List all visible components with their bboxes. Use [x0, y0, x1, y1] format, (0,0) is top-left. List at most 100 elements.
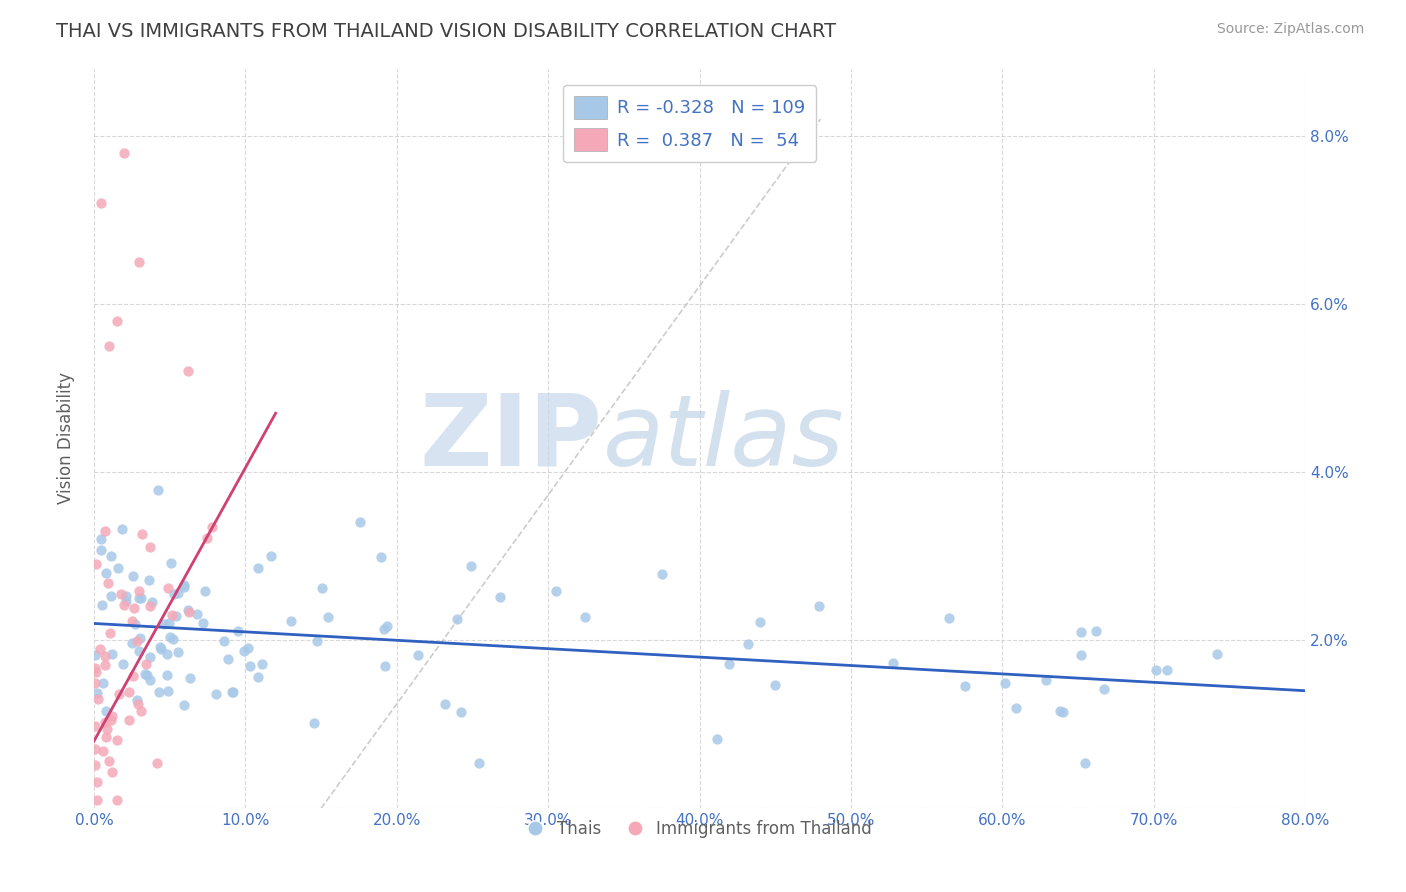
Point	[246, 670, 269, 684]
Point	[150, 642, 173, 657]
Point	[96, 723, 118, 737]
Point	[195, 531, 218, 545]
Point	[938, 611, 960, 625]
Point	[105, 793, 128, 807]
Point	[87, 692, 110, 706]
Point	[100, 765, 122, 780]
Point	[101, 708, 124, 723]
Point	[110, 587, 132, 601]
Point	[882, 657, 904, 671]
Point	[86, 793, 108, 807]
Point	[375, 619, 398, 633]
Point	[212, 633, 235, 648]
Point	[90, 196, 112, 211]
Point	[84, 758, 107, 772]
Point	[717, 657, 740, 671]
Point	[115, 589, 138, 603]
Point	[749, 615, 772, 629]
Point	[468, 756, 491, 770]
Point	[574, 609, 596, 624]
Point	[162, 608, 184, 623]
Point	[194, 584, 217, 599]
Point	[446, 612, 468, 626]
Point	[91, 598, 114, 612]
Point	[706, 731, 728, 746]
Point	[157, 615, 180, 630]
Point	[107, 560, 129, 574]
Point	[370, 550, 392, 565]
Point	[128, 255, 150, 269]
Point	[127, 697, 149, 711]
Point	[124, 600, 146, 615]
Point	[125, 633, 148, 648]
Point	[737, 637, 759, 651]
Text: ZIP: ZIP	[420, 390, 603, 487]
Point	[156, 648, 179, 662]
Point	[250, 657, 273, 671]
Point	[84, 660, 107, 674]
Point	[91, 744, 114, 758]
Point	[160, 556, 183, 570]
Point	[139, 650, 162, 665]
Point	[489, 590, 512, 604]
Point	[131, 527, 153, 541]
Point	[111, 657, 134, 672]
Point	[167, 586, 190, 600]
Point	[173, 580, 195, 594]
Point	[236, 641, 259, 656]
Point	[450, 706, 472, 720]
Point	[1070, 624, 1092, 639]
Point	[94, 648, 117, 663]
Point	[246, 560, 269, 574]
Point	[1035, 673, 1057, 687]
Point	[201, 520, 224, 534]
Point	[134, 667, 156, 681]
Point	[232, 644, 254, 658]
Point	[100, 647, 122, 661]
Point	[239, 659, 262, 673]
Point	[179, 671, 201, 685]
Point	[808, 599, 831, 614]
Point	[1092, 681, 1115, 696]
Point	[94, 704, 117, 718]
Point	[112, 145, 135, 160]
Point	[86, 665, 108, 679]
Point	[84, 741, 107, 756]
Y-axis label: Vision Disability: Vision Disability	[58, 373, 75, 505]
Point	[84, 648, 107, 663]
Point	[84, 558, 107, 572]
Point	[1070, 648, 1092, 662]
Point	[112, 598, 135, 612]
Point	[162, 632, 184, 646]
Point	[97, 575, 120, 590]
Point	[129, 704, 152, 718]
Point	[1049, 704, 1071, 718]
Point	[953, 679, 976, 693]
Point	[176, 602, 198, 616]
Legend: Thais, Immigrants from Thailand: Thais, Immigrants from Thailand	[520, 814, 879, 845]
Point	[97, 754, 120, 768]
Point	[217, 652, 239, 666]
Point	[163, 587, 186, 601]
Point	[121, 668, 143, 682]
Point	[159, 630, 181, 644]
Point	[651, 566, 673, 581]
Point	[128, 631, 150, 645]
Point	[135, 668, 157, 682]
Point	[105, 314, 128, 328]
Text: THAI VS IMMIGRANTS FROM THAILAND VISION DISABILITY CORRELATION CHART: THAI VS IMMIGRANTS FROM THAILAND VISION …	[56, 22, 837, 41]
Point	[98, 339, 121, 353]
Point	[222, 685, 245, 699]
Point	[86, 775, 108, 789]
Point	[311, 581, 333, 595]
Text: atlas: atlas	[603, 390, 844, 487]
Point	[127, 692, 149, 706]
Point	[763, 678, 786, 692]
Point	[100, 549, 122, 563]
Point	[93, 657, 115, 672]
Point	[304, 715, 326, 730]
Point	[153, 617, 176, 632]
Point	[260, 549, 283, 563]
Point	[94, 715, 117, 730]
Point	[280, 614, 302, 628]
